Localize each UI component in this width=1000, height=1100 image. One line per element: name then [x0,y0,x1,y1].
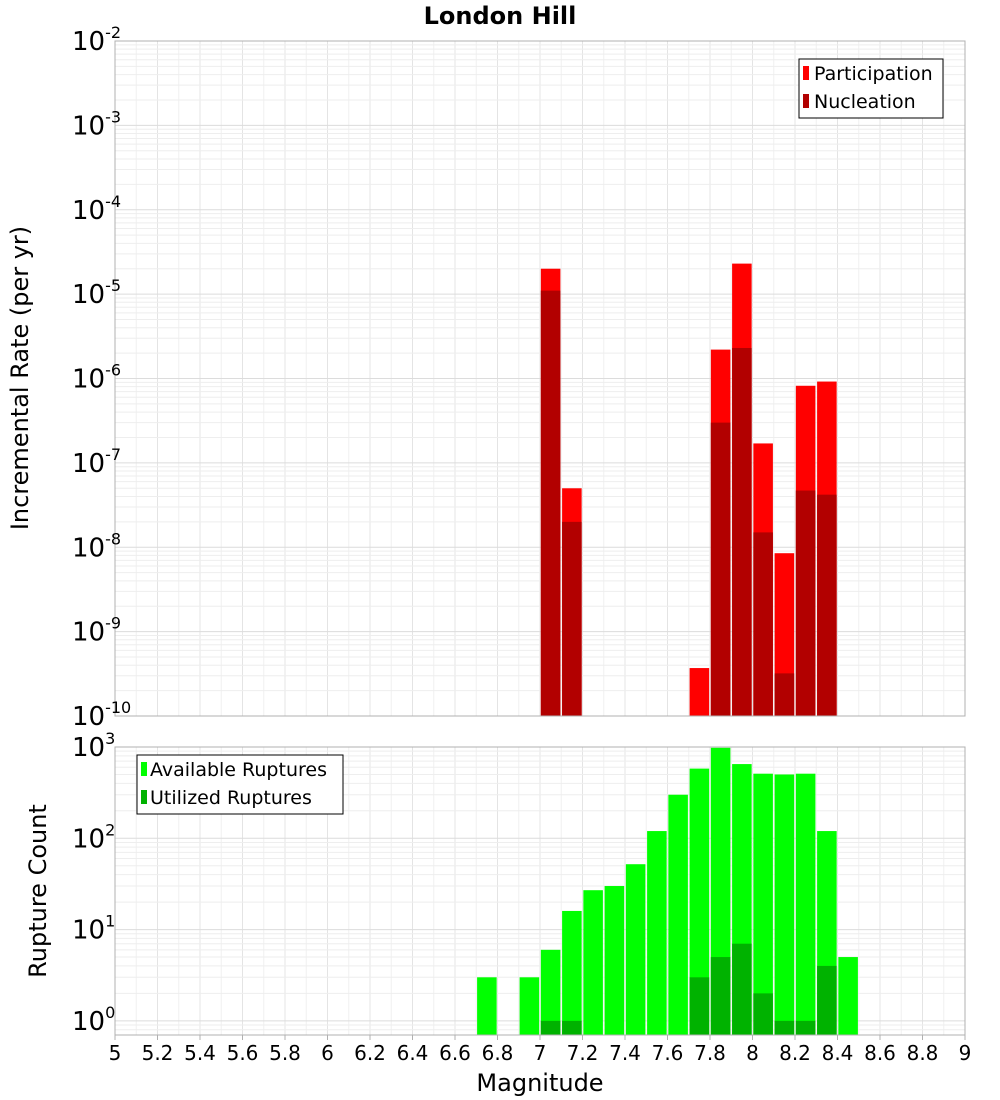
x-tick-label: 5.6 [227,1041,259,1065]
bar-available-ruptures [668,794,688,1035]
legend-swatch-nucleation [803,94,809,108]
bar-nucleation [732,347,752,716]
legend-label-participation: Participation [814,63,933,85]
y-tick-label: 102 [72,820,115,854]
x-tick-label: 5 [109,1041,122,1065]
y-tick-label: 10-10 [72,698,131,732]
x-tick-label: 9 [959,1041,972,1065]
y-tick-label: 10-8 [72,529,121,563]
top-bars [540,263,837,716]
bar-nucleation [817,494,837,716]
bar-available-ruptures [625,864,646,1035]
bottom-x-ticks: 5 5.2 5.4 5.6 5.8 6 6.2 6.4 6.6 6.8 7 7.2 7.4 7.6 7.8 8… [109,1035,972,1065]
bar-nucleation [562,521,582,716]
x-tick-label: 7.8 [694,1041,726,1065]
bar-available-ruptures [540,949,561,1035]
x-tick-label: 6 [321,1041,334,1065]
legend-label-available: Available Ruptures [150,759,327,781]
legend-swatch-available [141,762,147,776]
bar-nucleation [540,290,561,716]
y-tick-label: 103 [72,729,115,763]
bar-nucleation [795,490,816,716]
bar-available-ruptures [753,773,773,1035]
x-tick-label: 8.2 [779,1041,811,1065]
x-tick-label: 5.4 [184,1041,216,1065]
bottom-panel: 103 102 101 100 5 5.2 5.4 5.6 5.8 6 6.2 6.4 6.6 6.8 7… [24,729,971,1097]
x-tick-label: 5.2 [142,1041,174,1065]
bar-nucleation [774,673,795,716]
y-tick-label: 10-6 [72,361,121,395]
x-tick-label: 5.8 [269,1041,301,1065]
bar-utilized-ruptures [562,1020,582,1035]
top-y-axis-label: Incremental Rate (per yr) [6,226,34,530]
bar-available-ruptures [774,774,795,1035]
bottom-y-axis-label: Rupture Count [24,804,52,978]
bar-utilized-ruptures [540,1020,561,1035]
x-tick-label: 8 [746,1041,759,1065]
legend-label-utilized: Utilized Ruptures [150,787,312,809]
legend-swatch-utilized [141,790,147,804]
bottom-bars [477,747,858,1035]
y-tick-label: 101 [72,912,115,946]
bar-available-ruptures [838,957,858,1035]
bar-nucleation [710,422,731,716]
x-tick-label: 8.8 [907,1041,939,1065]
x-tick-label: 7 [534,1041,547,1065]
y-tick-label: 10-9 [72,614,121,648]
bar-utilized-ruptures [689,977,710,1035]
bar-available-ruptures [647,831,667,1035]
bar-available-ruptures [795,773,816,1035]
x-tick-label: 8.6 [864,1041,896,1065]
x-tick-label: 6.8 [482,1041,514,1065]
x-tick-label: 7.2 [567,1041,599,1065]
bar-available-ruptures [477,977,497,1035]
x-tick-label: 6.6 [439,1041,471,1065]
y-tick-label: 10-4 [72,192,121,226]
top-y-ticks: 10-2 10-3 10-4 10-5 10-6 10-7 10-8 10-9 10-10 [72,23,131,732]
bottom-legend: Available Ruptures Utilized Ruptures [136,754,344,815]
legend-label-nucleation: Nucleation [814,91,916,113]
y-tick-label: 10-2 [72,23,121,57]
y-tick-label: 10-3 [72,107,121,141]
bottom-y-ticks: 103 102 101 100 [72,729,115,1037]
bar-utilized-ruptures [795,1020,816,1035]
bar-utilized-ruptures [817,965,837,1035]
x-tick-label: 7.4 [609,1041,641,1065]
bar-available-ruptures [562,910,582,1035]
x-tick-label: 8.4 [822,1041,854,1065]
bar-available-ruptures [583,890,603,1035]
x-tick-label: 6.4 [397,1041,429,1065]
bar-available-ruptures [604,886,625,1035]
bar-available-ruptures [689,768,710,1035]
y-tick-label: 10-7 [72,445,121,479]
y-tick-label: 10-5 [72,276,121,310]
x-tick-label: 6.2 [354,1041,386,1065]
top-legend: Participation Nucleation [798,58,944,119]
chart-title: London Hill [424,2,577,30]
x-tick-label: 7.6 [652,1041,684,1065]
top-grid [114,40,966,717]
bar-nucleation [753,532,773,716]
bar-participation [689,668,710,716]
bar-utilized-ruptures [753,993,773,1035]
y-tick-label: 100 [72,1003,115,1037]
bar-utilized-ruptures [710,957,731,1035]
bar-available-ruptures [519,977,540,1035]
x-axis-label: Magnitude [476,1069,603,1097]
bar-utilized-ruptures [732,943,752,1035]
top-panel: 10-2 10-3 10-4 10-5 10-6 10-7 10-8 10-9 10-10 In… [6,23,966,732]
bar-utilized-ruptures [774,1020,795,1035]
legend-swatch-participation [803,66,809,80]
